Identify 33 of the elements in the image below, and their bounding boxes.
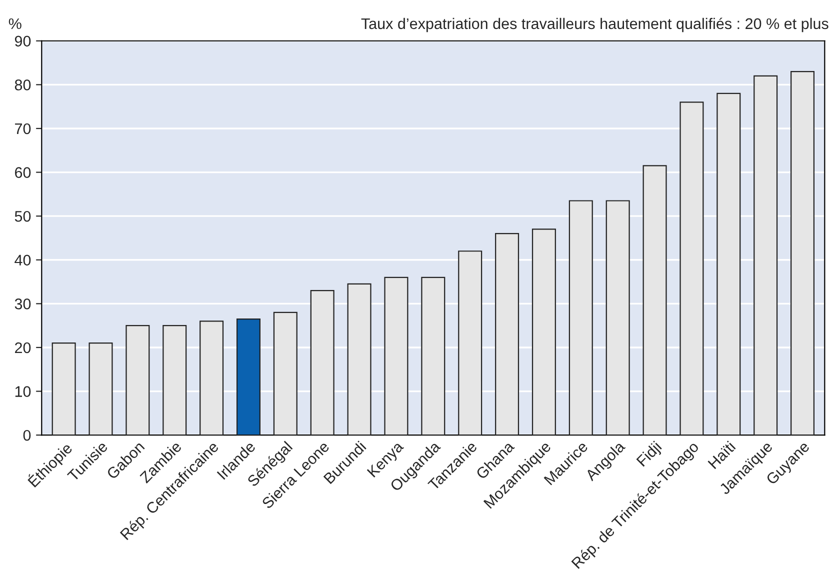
y-tick-label: 70 — [15, 123, 31, 134]
y-tick-label: 0 — [23, 430, 31, 441]
y-tick-label: 40 — [14, 254, 31, 266]
bar — [88, 342, 113, 436]
bar — [310, 290, 334, 436]
y-tick-label: 20 — [15, 342, 31, 354]
bar — [384, 276, 408, 436]
y-axis-title: % — [8, 18, 22, 30]
bar — [495, 233, 520, 436]
bar — [126, 325, 150, 436]
bar — [421, 276, 446, 436]
bar — [347, 283, 372, 436]
y-tick-label: 50 — [14, 210, 31, 222]
bar — [642, 165, 667, 436]
bar — [754, 75, 778, 436]
y-tick-label: 60 — [15, 167, 31, 178]
bar — [716, 92, 741, 436]
bar — [790, 70, 815, 436]
bar — [680, 102, 704, 436]
bar — [52, 342, 76, 436]
chart-title: Taux d’expatriation des travailleurs hautement qualifiés : 20 % et plus — [361, 18, 828, 32]
bar — [236, 318, 260, 436]
y-tick-label: 80 — [14, 80, 31, 90]
bar — [606, 200, 630, 436]
bar — [458, 250, 482, 436]
y-tick-label: 10 — [15, 386, 31, 397]
bar — [532, 228, 556, 436]
y-tick-label: 30 — [14, 298, 31, 310]
bar — [568, 200, 593, 436]
bar — [273, 312, 298, 436]
bar — [200, 320, 224, 436]
y-tick-label: 90 — [14, 36, 31, 47]
bar — [162, 325, 187, 436]
